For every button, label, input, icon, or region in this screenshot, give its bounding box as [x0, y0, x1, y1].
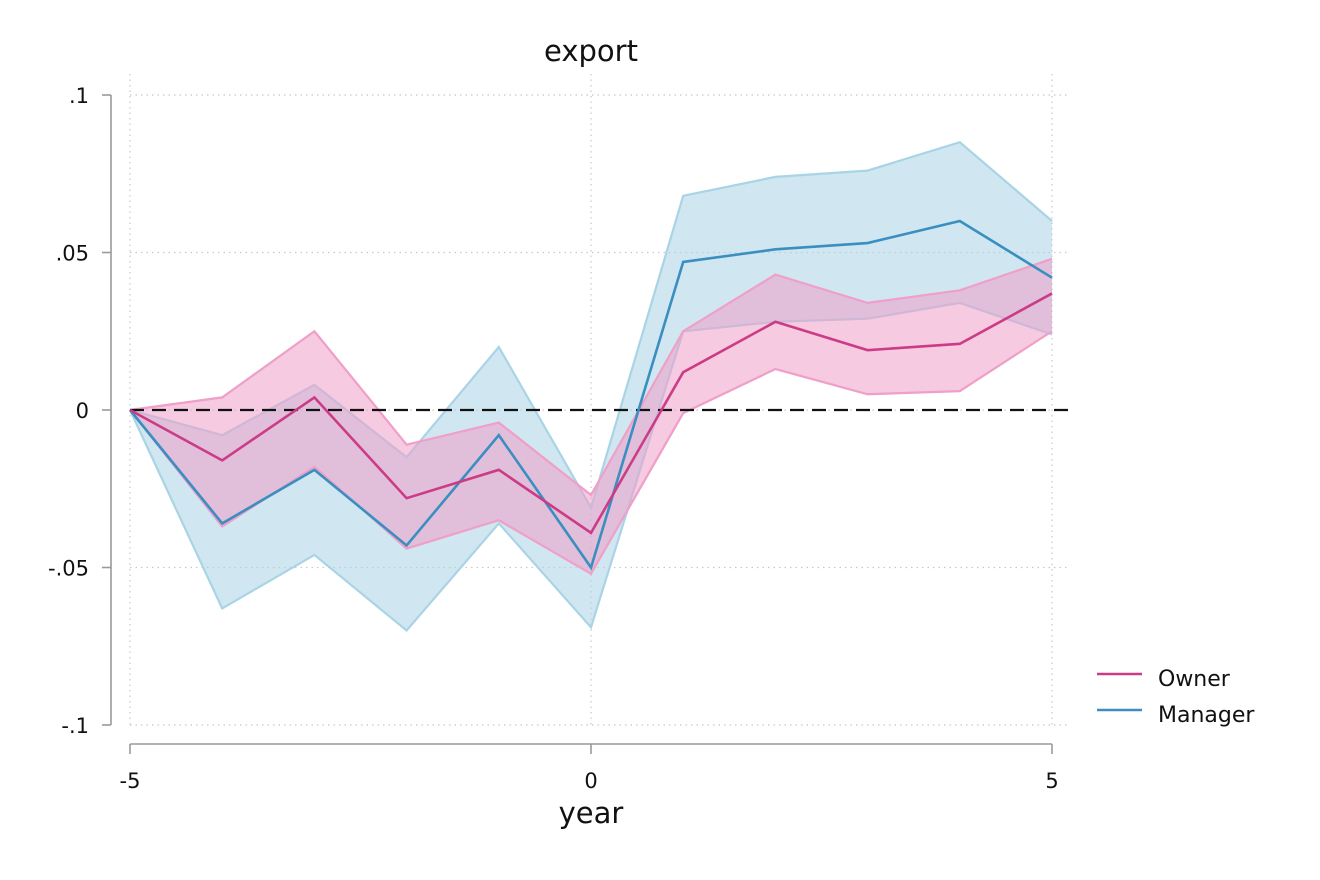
confidence-bands: [129, 141, 1053, 633]
x-tick-label-1: 0: [584, 769, 597, 793]
chart-title: export: [544, 34, 638, 68]
y-tick-label-0: -.1: [61, 714, 89, 738]
legend-label-owner: Owner: [1158, 667, 1231, 692]
axes: -.1 -.05 0 .05 .1 -5 0 5: [48, 84, 1059, 793]
y-tick-label-3: .05: [56, 242, 89, 266]
y-tick-label-2: 0: [76, 399, 89, 423]
y-tick-label-1: -.05: [48, 557, 89, 581]
ci-band-owner: [130, 258, 1052, 574]
ci-upper-owner: [129, 257, 1053, 497]
x-axis-label: year: [559, 796, 624, 830]
series-line-owner: [129, 292, 1053, 535]
x-tick-label-0: -5: [120, 769, 141, 793]
series-lines: [128, 219, 1053, 571]
gridlines: [129, 74, 1070, 726]
y-tick-label-4: .1: [69, 84, 89, 108]
series-line-manager: [128, 219, 1053, 571]
legend-label-manager: Manager: [1158, 703, 1255, 728]
legend: Owner Manager: [1097, 667, 1255, 728]
x-tick-label-2: 5: [1045, 769, 1058, 793]
